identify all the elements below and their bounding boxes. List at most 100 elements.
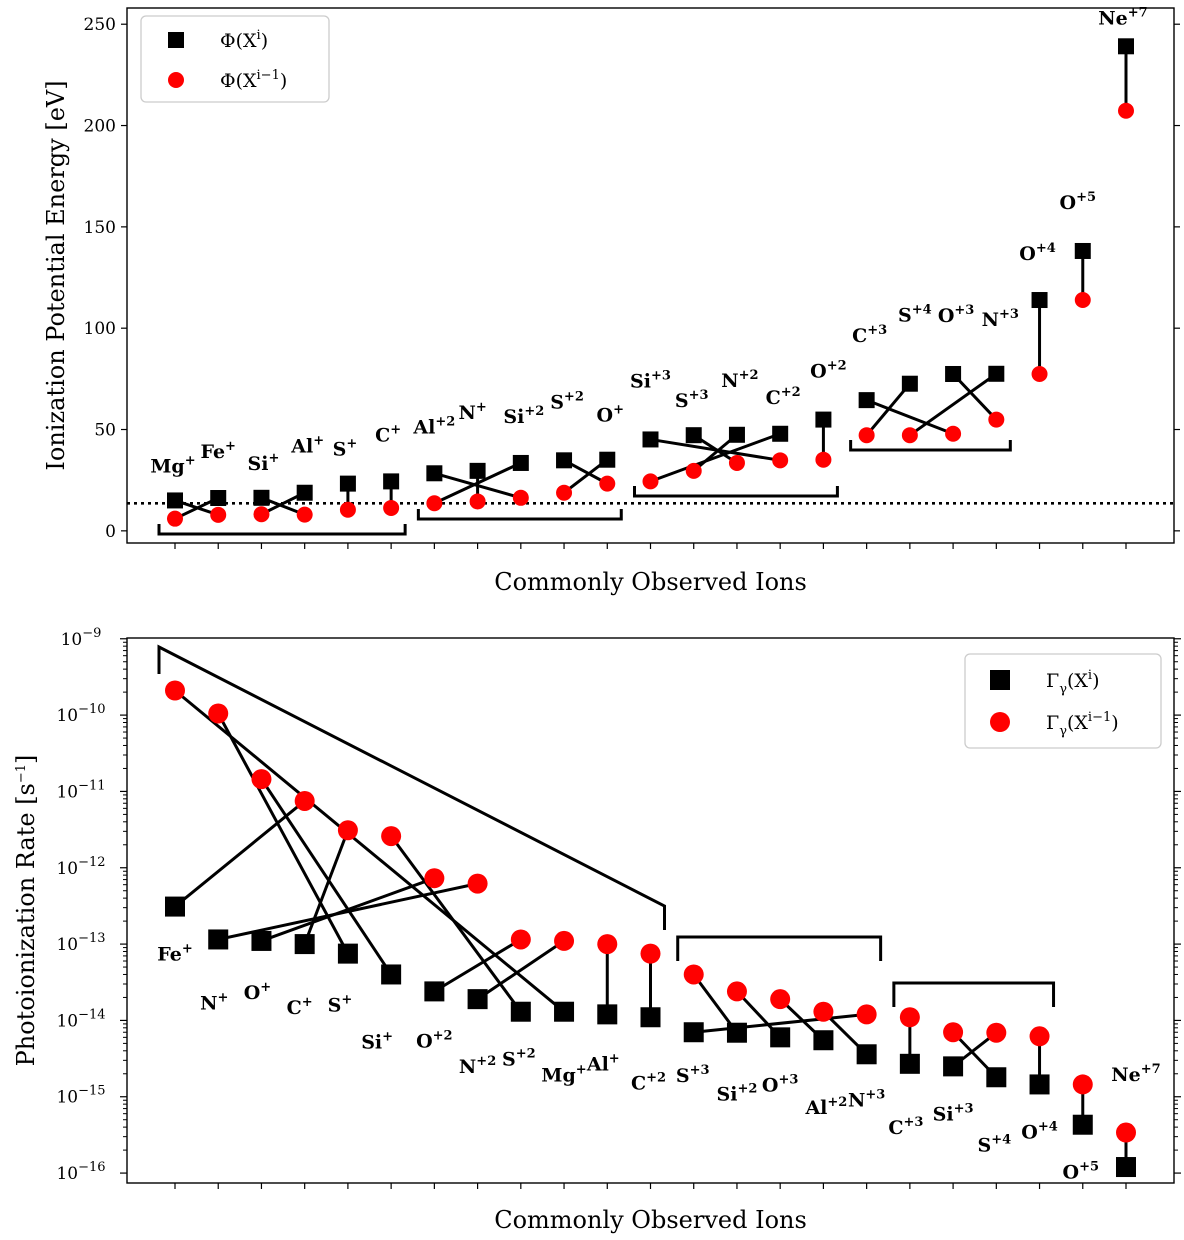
ion-label: Fe+: [157, 942, 192, 966]
ion-label: Mg+: [541, 1063, 586, 1087]
ion-label: O+5: [1060, 190, 1097, 214]
upper-point: [383, 473, 400, 490]
lower-point: [469, 493, 486, 510]
ion-label: O+3: [938, 303, 975, 327]
upper-point: [772, 425, 789, 442]
y-tick-label: 10−11: [56, 778, 105, 802]
ion-label: C+2: [631, 1070, 666, 1094]
ion-label: Ne+7: [1111, 1062, 1160, 1086]
lower-point: [294, 790, 315, 811]
lower-point: [770, 989, 791, 1010]
lower-point: [642, 473, 659, 490]
upper-point: [685, 427, 702, 444]
ion-label: Ne+7: [1098, 5, 1147, 29]
top-chart: 0 50 100 150 200 250 Mg+ Fe+ Si+ Al+ S+ C+ Al+2 N+ Si+…: [42, 5, 1180, 596]
ion-label: C+3: [852, 323, 887, 347]
lower-point: [339, 501, 356, 518]
connector-line: [908, 372, 998, 437]
ion-label: C+3: [888, 1115, 923, 1139]
upper-point: [856, 1044, 877, 1065]
upper-point: [858, 392, 875, 409]
ion-label: N+2: [721, 368, 758, 392]
ion-label: N+: [458, 400, 486, 424]
ion-label: Si+: [248, 451, 280, 475]
upper-point: [424, 981, 445, 1002]
lower-point: [167, 510, 183, 527]
lower-point: [986, 1022, 1007, 1043]
upper-point: [467, 989, 488, 1010]
legend-label: Φ(Xi−1): [220, 68, 287, 92]
ion-label: S+: [328, 993, 353, 1017]
plot-frame: [126, 7, 1175, 544]
connector-line: [649, 432, 781, 483]
legend-box: [140, 15, 330, 103]
lower-point: [945, 425, 962, 442]
lower-point: [726, 981, 747, 1002]
ion-label: Si+3: [630, 368, 671, 392]
plot-frame: [126, 637, 1175, 1184]
ion-label: Al+: [586, 1051, 620, 1075]
ion-label: O+: [597, 403, 624, 427]
group-bracket: [416, 509, 623, 521]
upper-point: [554, 1001, 575, 1022]
lower-point: [253, 506, 270, 523]
upper-point: [381, 964, 402, 985]
ion-label: S+2: [502, 1047, 536, 1071]
ion-label: N+: [200, 990, 228, 1014]
ion-label: S+3: [675, 388, 709, 412]
connector-line: [693, 1012, 867, 1034]
lower-point: [772, 452, 789, 469]
upper-point: [167, 492, 183, 509]
y-tick-label: 10−13: [56, 931, 105, 955]
upper-point: [510, 1001, 531, 1022]
upper-point: [253, 489, 270, 506]
ion-label: N+3: [848, 1087, 885, 1111]
lower-point: [208, 703, 229, 724]
ion-label: O+2: [416, 1028, 453, 1052]
ion-label: C+: [375, 422, 401, 446]
ion-label: Si+: [361, 1029, 393, 1053]
legend-label: Γγ(Xi−1): [1046, 710, 1119, 739]
lower-point: [815, 451, 832, 468]
lower-point: [1072, 1074, 1093, 1095]
upper-point: [1029, 1074, 1050, 1095]
lower-point: [685, 462, 702, 479]
group-bracket: [157, 644, 666, 930]
lower-point: [728, 454, 745, 471]
lower-point: [683, 964, 704, 985]
lower-point: [510, 929, 531, 950]
upper-point: [337, 943, 358, 964]
lower-point: [426, 495, 443, 512]
connector-line: [865, 382, 912, 437]
lower-point: [554, 930, 575, 951]
ion-label: Al+: [290, 434, 324, 458]
lower-point: [858, 427, 875, 444]
upper-point: [642, 431, 659, 448]
upper-point: [210, 490, 227, 507]
upper-point: [1074, 242, 1091, 259]
ion-label: O+: [244, 980, 271, 1004]
group-bracket: [849, 440, 1012, 452]
upper-point: [599, 451, 616, 468]
ion-label: Si+2: [503, 404, 544, 428]
y-tick-label: 10−15: [56, 1084, 105, 1108]
upper-point: [726, 1022, 747, 1043]
bottom-chart: 10−9 10−10 10−11 10−12 10−13 10−14 10−15 10−16 F…: [12, 626, 1181, 1234]
upper-point: [813, 1030, 834, 1051]
ion-label: S+2: [550, 389, 584, 413]
connector-line: [433, 461, 522, 505]
y-axis-label: Photoionization Rate [s−1]: [12, 755, 40, 1067]
upper-point: [986, 1067, 1007, 1088]
upper-point: [512, 454, 529, 471]
lower-point: [424, 868, 445, 889]
upper-point: [1072, 1114, 1093, 1135]
upper-point: [683, 1022, 704, 1043]
upper-point: [728, 426, 745, 443]
y-tick-label: 10−16: [56, 1160, 105, 1184]
ion-label: Mg+: [150, 453, 195, 477]
connector-line: [476, 939, 565, 1001]
group-bracket: [676, 935, 883, 961]
lower-point: [988, 411, 1005, 428]
connector-line: [174, 799, 306, 908]
